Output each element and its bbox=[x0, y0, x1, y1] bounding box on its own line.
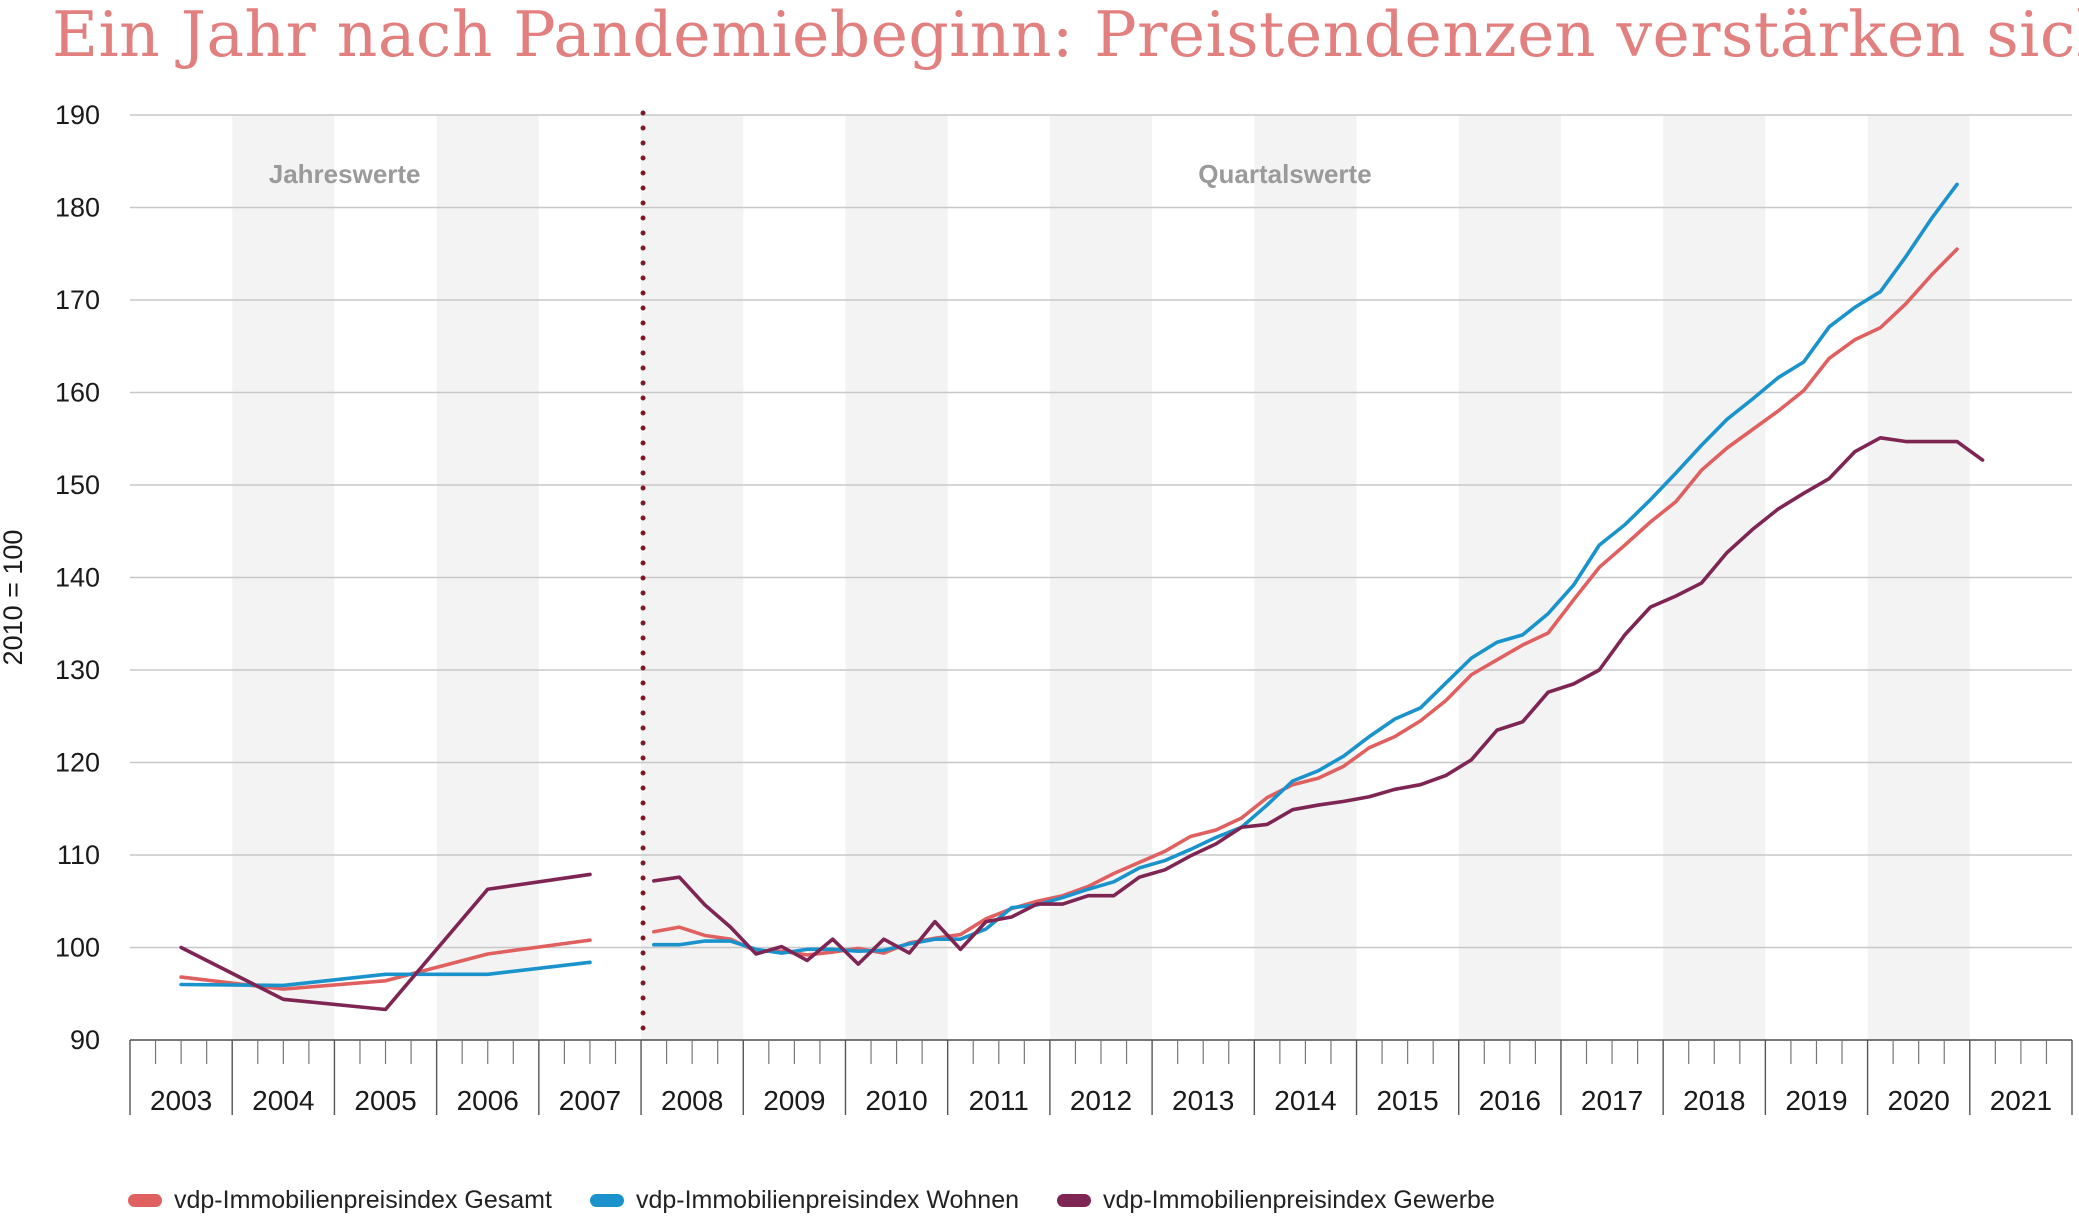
x-tick-label: 2005 bbox=[354, 1085, 416, 1116]
y-tick-label: 120 bbox=[55, 748, 100, 778]
y-tick-label: 140 bbox=[55, 563, 100, 593]
x-tick-label: 2008 bbox=[661, 1085, 723, 1116]
y-tick-label: 160 bbox=[55, 378, 100, 408]
x-tick-label: 2006 bbox=[457, 1085, 519, 1116]
chart-title: Ein Jahr nach Pandemiebeginn: Preistende… bbox=[52, 0, 2079, 71]
legend-label-gesamt: vdp-Immobilienpreisindex Gesamt bbox=[174, 1186, 552, 1214]
x-tick-label: 2013 bbox=[1172, 1085, 1234, 1116]
x-tick-label: 2020 bbox=[1888, 1085, 1950, 1116]
x-tick-label: 2012 bbox=[1070, 1085, 1132, 1116]
legend-swatch-gewerbe bbox=[1057, 1194, 1092, 1207]
legend-swatch-wohnen bbox=[589, 1194, 624, 1207]
x-tick-label: 2014 bbox=[1274, 1085, 1336, 1116]
y-axis-label: 2010 = 100 bbox=[0, 530, 28, 666]
x-tick-label: 2003 bbox=[150, 1085, 212, 1116]
series-line-quarterly-gewerbe bbox=[652, 436, 1985, 966]
x-tick-label: 2017 bbox=[1581, 1085, 1643, 1116]
x-tick-label: 2010 bbox=[865, 1085, 927, 1116]
x-tick-label: 2018 bbox=[1683, 1085, 1745, 1116]
x-tick-label: 2007 bbox=[559, 1085, 621, 1116]
legend-swatch-gesamt bbox=[128, 1194, 162, 1207]
x-tick-label: 2011 bbox=[969, 1085, 1029, 1116]
y-tick-label: 130 bbox=[55, 655, 100, 685]
legend-label-wohnen: vdp-Immobilienpreisindex Wohnen bbox=[635, 1186, 1020, 1214]
legend-label-gewerbe: vdp-Immobilienpreisindex Gewerbe bbox=[1103, 1186, 1495, 1214]
y-tick-label: 150 bbox=[55, 470, 100, 500]
y-tick-label: 190 bbox=[55, 100, 100, 130]
y-tick-label: 170 bbox=[55, 285, 100, 315]
x-tick-label: 2009 bbox=[763, 1085, 825, 1116]
legend-item-wohnen: vdp-Immobilienpreisindex Wohnen bbox=[589, 1186, 1020, 1215]
x-tick-label: 2004 bbox=[252, 1085, 314, 1116]
y-tick-label: 100 bbox=[55, 933, 100, 963]
y-tick-label: 110 bbox=[57, 840, 100, 870]
x-tick-label: 2021 bbox=[1990, 1085, 2052, 1116]
legend: vdp-Immobilienpreisindex Gesamt vdp-Immo… bbox=[128, 1186, 1533, 1215]
x-tick-label: 2019 bbox=[1785, 1085, 1847, 1116]
y-tick-label: 90 bbox=[70, 1025, 100, 1055]
x-tick-label: 2016 bbox=[1479, 1085, 1541, 1116]
section-label-quarterly: Quartalswerte bbox=[1198, 159, 1371, 189]
legend-item-gewerbe: vdp-Immobilienpreisindex Gewerbe bbox=[1057, 1186, 1495, 1215]
section-label-annual: Jahreswerte bbox=[269, 159, 421, 189]
legend-item-gesamt: vdp-Immobilienpreisindex Gesamt bbox=[128, 1186, 552, 1215]
series-line-annual-gewerbe bbox=[179, 872, 592, 1012]
y-tick-label: 180 bbox=[55, 193, 100, 223]
series-line-annual-wohnen bbox=[179, 960, 592, 988]
x-tick-label: 2015 bbox=[1376, 1085, 1438, 1116]
